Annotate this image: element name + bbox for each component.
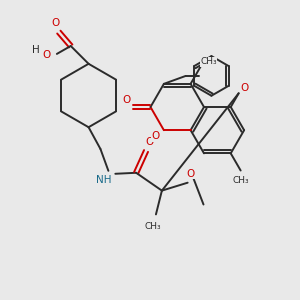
Text: O: O [241,83,249,93]
Text: O: O [123,95,131,105]
Text: O: O [52,18,60,28]
Text: CH₃: CH₃ [200,57,217,66]
Text: O: O [241,83,249,93]
Text: CH₃: CH₃ [145,222,161,231]
Text: O: O [152,131,160,141]
Text: O: O [43,50,51,60]
Text: CH₃: CH₃ [232,176,249,185]
Text: O: O [145,137,153,147]
Text: H: H [32,45,40,55]
Text: O: O [187,169,195,179]
Text: NH: NH [96,175,111,185]
